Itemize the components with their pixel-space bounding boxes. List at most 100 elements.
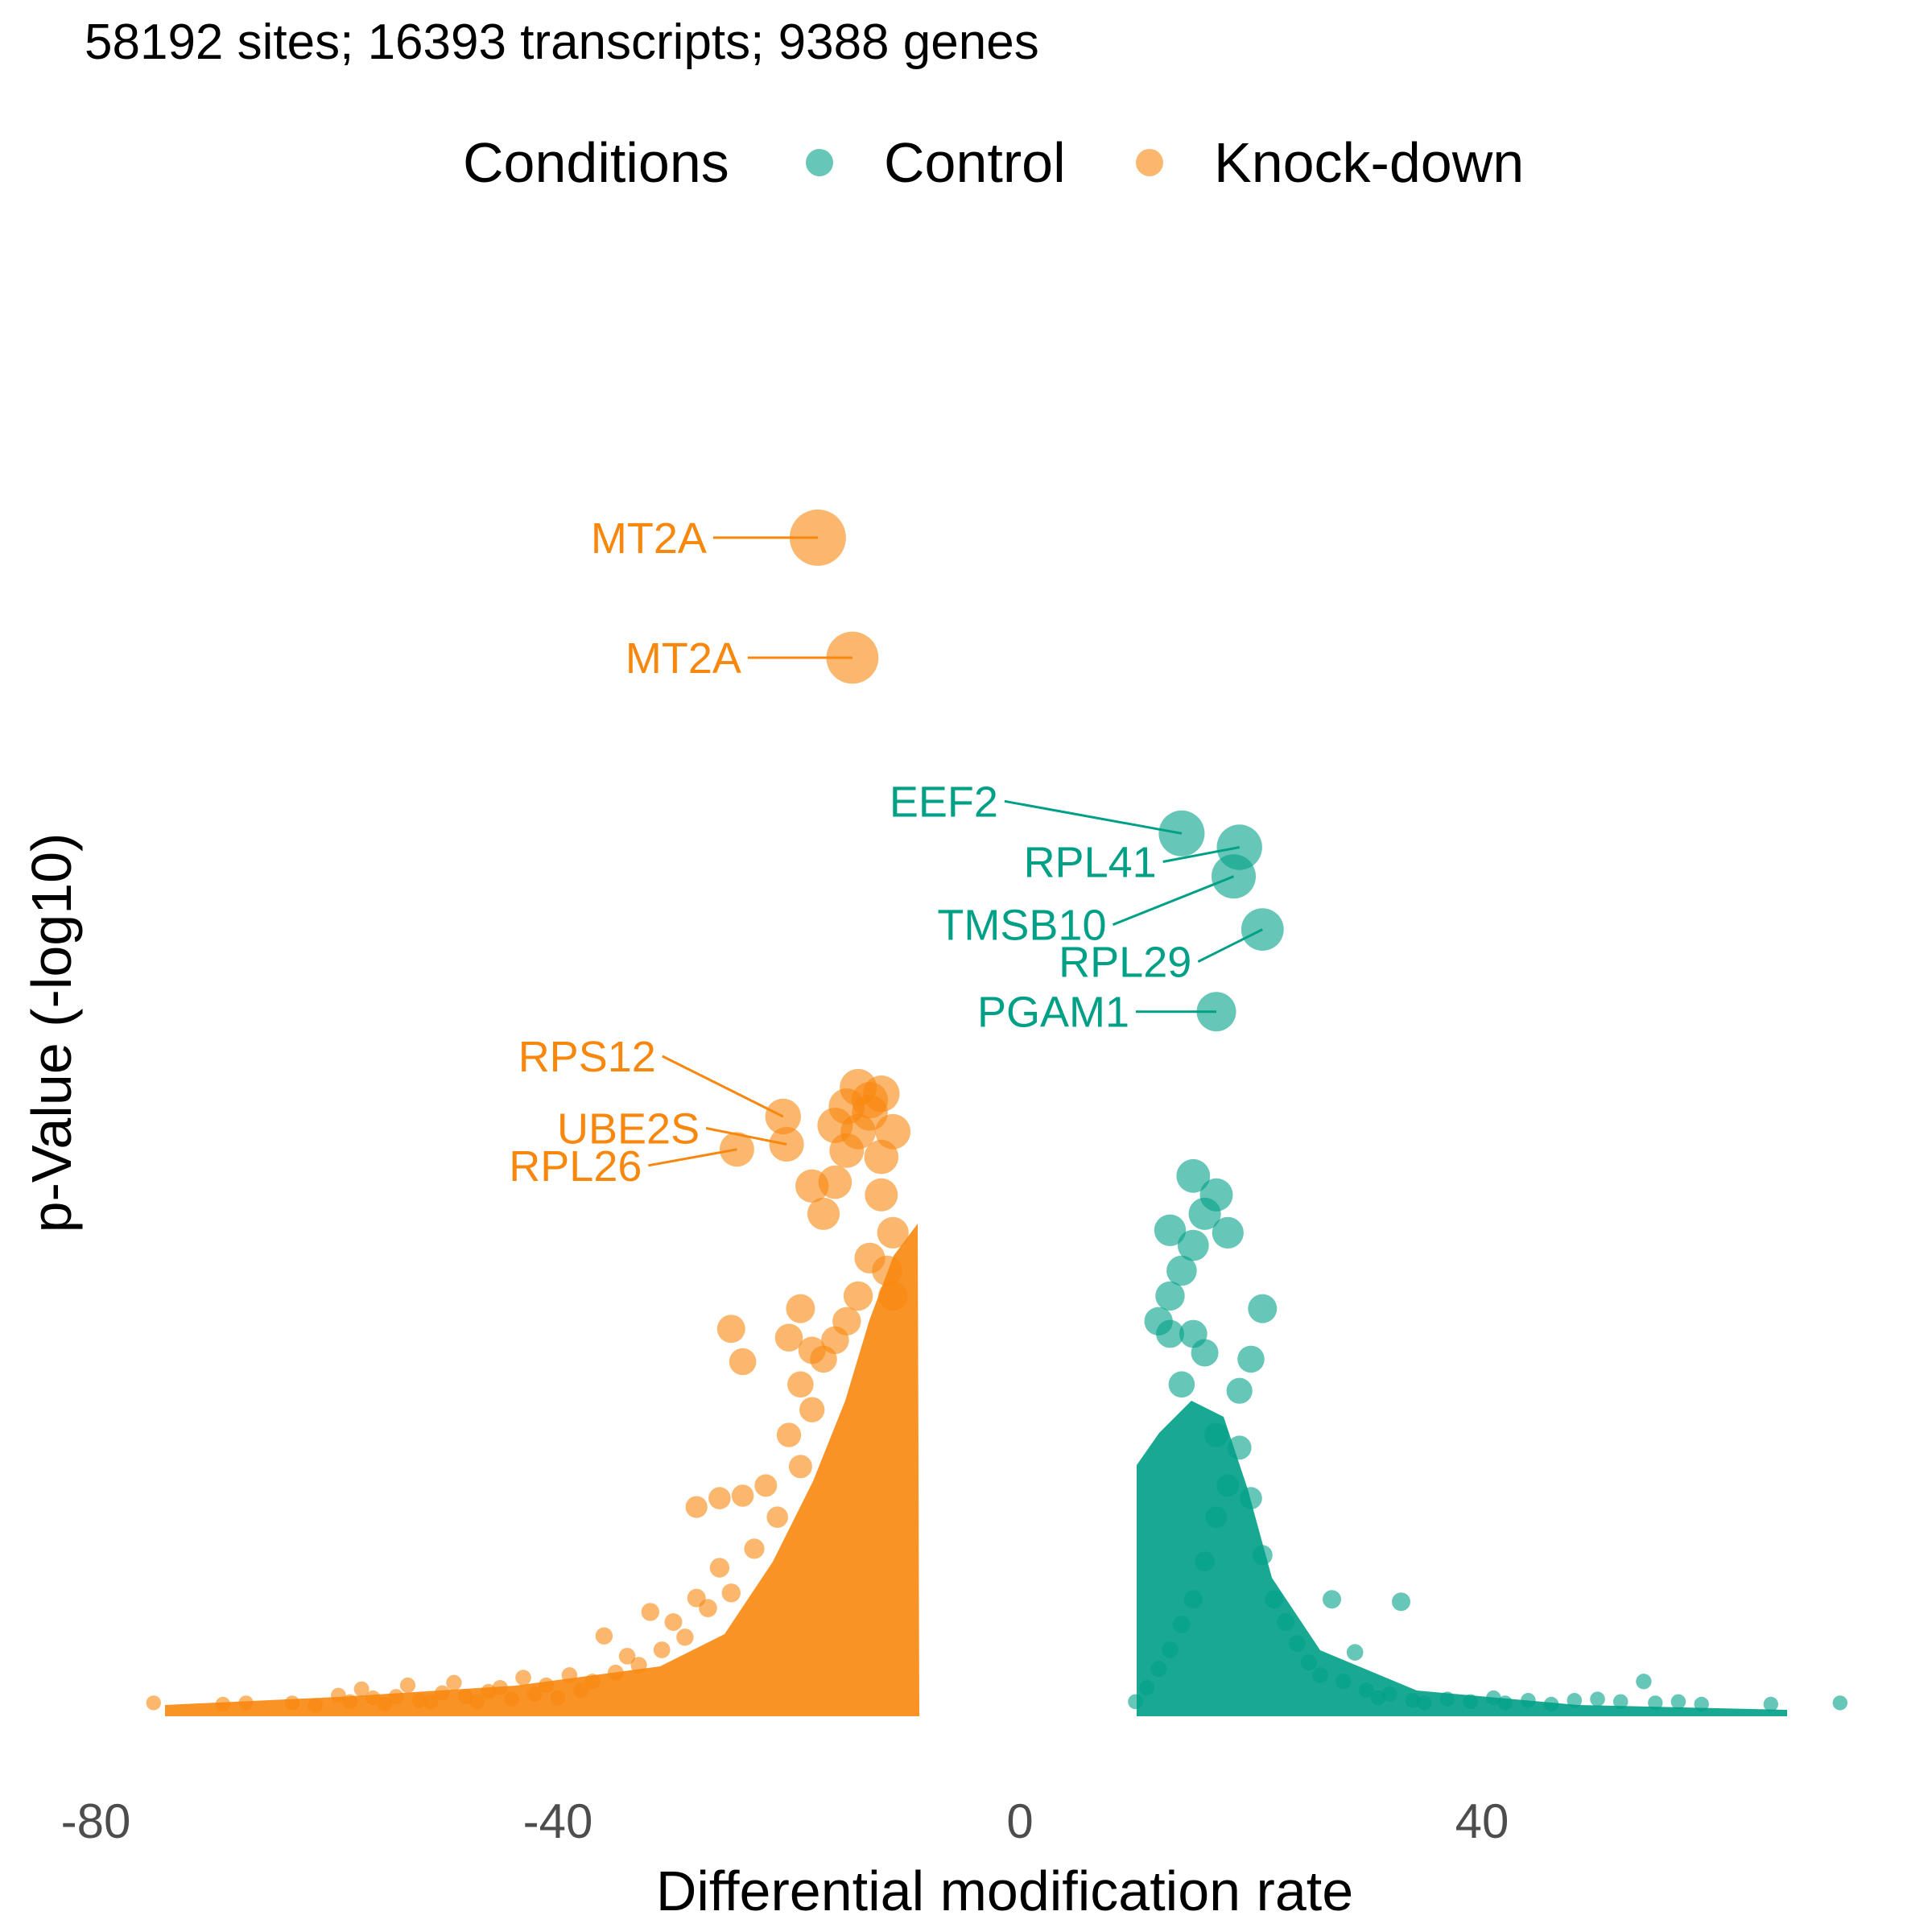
knock-down-point [865, 1178, 898, 1212]
legend-title: Conditions [463, 131, 729, 194]
gene-label-leader-line [1197, 928, 1263, 963]
control-point [1670, 1694, 1686, 1710]
control-point [1590, 1691, 1605, 1707]
control-point [1694, 1696, 1709, 1712]
control-point [1497, 1695, 1513, 1711]
control-point [1567, 1693, 1583, 1708]
knock-down-point [618, 1648, 636, 1665]
control-point [1323, 1590, 1341, 1609]
control-point [1183, 1590, 1203, 1609]
knock-down-point [284, 1695, 300, 1711]
control-point [1212, 1216, 1244, 1249]
gene-label: MT2A [625, 634, 741, 683]
knock-down-point [729, 1348, 757, 1376]
knock-down-point [238, 1695, 254, 1711]
knock-down-point [377, 1696, 392, 1712]
knock-down-point [469, 1694, 485, 1710]
knock-down-point [539, 1677, 555, 1694]
knock-down-point [595, 1627, 613, 1645]
gene-label: RPL29 [1059, 939, 1191, 987]
knock-down-point [146, 1695, 161, 1711]
control-point [1150, 1661, 1167, 1678]
control-point [1155, 1281, 1185, 1311]
y-axis-title: p-Value (-log10) [20, 833, 83, 1233]
legend-entry-control: Control [806, 131, 1066, 194]
control-point [1288, 1635, 1306, 1653]
knock-down-point [664, 1613, 683, 1631]
x-tick-label: -80 [61, 1794, 131, 1848]
knock-down-point [526, 1686, 543, 1702]
control-point [1240, 1487, 1262, 1509]
knock-down-point [798, 1336, 826, 1364]
knock-down-point [843, 1281, 873, 1311]
control-point [1359, 1682, 1374, 1699]
point-density-clouds [165, 1224, 1787, 1716]
knock-down-point [353, 1681, 369, 1697]
gene-label-leader-line [1162, 846, 1240, 863]
x-tick-label: 40 [1455, 1794, 1509, 1848]
knock-down-point [685, 1496, 708, 1518]
knock-down-point [308, 1698, 323, 1713]
control-point [1248, 1294, 1278, 1323]
knock-down-point [457, 1689, 473, 1705]
control-point [1312, 1667, 1328, 1683]
legend-label-knock-down: Knock-down [1214, 131, 1524, 194]
control-point [1227, 1435, 1252, 1460]
knock-down-point [550, 1690, 566, 1706]
control-point [1154, 1214, 1187, 1247]
knock-down-point [215, 1696, 231, 1712]
control-point [1166, 1255, 1197, 1286]
knock-down-point [515, 1670, 531, 1686]
knock-down-point [584, 1674, 601, 1690]
knock-down-point [481, 1683, 497, 1699]
knock-down-point [799, 1397, 825, 1422]
knock-down-point [504, 1691, 519, 1707]
legend-key-knock-down [1136, 149, 1163, 176]
knock-down-point [342, 1694, 358, 1710]
control-point [1128, 1694, 1143, 1710]
control-point [1346, 1644, 1364, 1661]
control-point [1543, 1696, 1559, 1712]
legend-label-control: Control [884, 131, 1066, 194]
control-point [1277, 1613, 1294, 1631]
control-point [1370, 1690, 1386, 1706]
control-point [1486, 1690, 1501, 1706]
gene-label: PGAM1 [977, 989, 1129, 1037]
gene-label-leader-line [648, 1148, 737, 1167]
control-point [1300, 1654, 1317, 1671]
control-point [1439, 1691, 1455, 1707]
x-tick-label: -40 [523, 1794, 593, 1848]
control-point [1168, 1371, 1195, 1398]
knock-down-point [492, 1680, 508, 1696]
control-point [1648, 1695, 1663, 1711]
knock-down-point [423, 1694, 439, 1710]
knock-down-point-cloud [165, 1224, 919, 1716]
knock-down-point [607, 1664, 624, 1681]
control-point [1463, 1694, 1478, 1710]
knock-down-point [872, 1255, 902, 1286]
control-point [1521, 1693, 1536, 1708]
data-points [146, 509, 1847, 1713]
knock-down-point [795, 1169, 829, 1203]
control-point [1252, 1545, 1273, 1566]
knock-down-point [573, 1682, 589, 1699]
gene-label-leader-line [1112, 875, 1235, 927]
knock-down-point [676, 1629, 694, 1646]
gene-label: TMSB10 [937, 902, 1106, 950]
knock-down-point [851, 1082, 889, 1119]
gene-label: MT2A [591, 514, 707, 563]
control-point [1381, 1686, 1397, 1702]
control-point [1176, 1158, 1211, 1193]
gene-label: RPS12 [518, 1033, 656, 1081]
control-point [1203, 1422, 1229, 1447]
knock-down-point [788, 1455, 812, 1479]
control-point [1172, 1616, 1191, 1634]
knock-down-point [754, 1474, 778, 1497]
knock-down-point [653, 1641, 671, 1658]
control-point [1612, 1694, 1629, 1710]
knock-down-point [774, 1323, 803, 1352]
gene-label: RPL41 [1024, 839, 1157, 887]
control-point [1832, 1695, 1847, 1711]
knock-down-point [699, 1599, 717, 1617]
